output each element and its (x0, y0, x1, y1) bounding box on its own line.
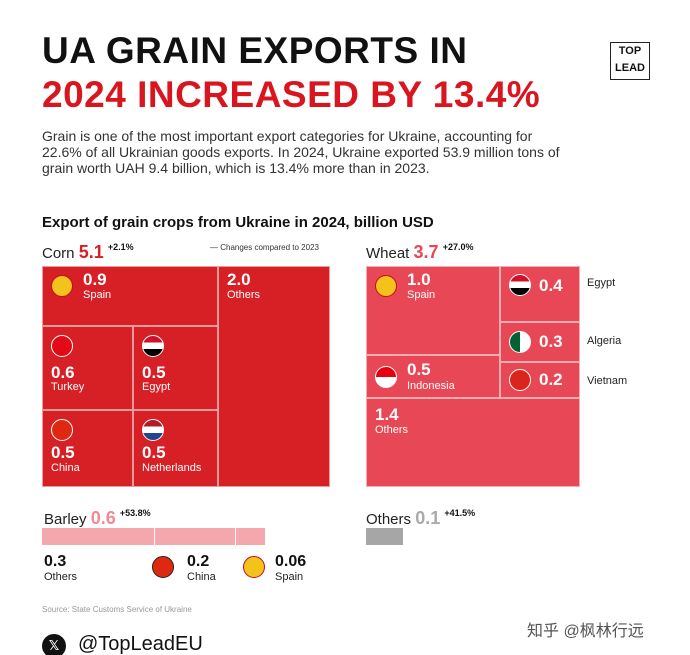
value: 2.0 (227, 270, 251, 289)
cell: 0.2 (500, 362, 580, 398)
country: Indonesia (407, 380, 455, 392)
cell: 0.5 Indonesia (366, 355, 500, 398)
country: Others (375, 424, 409, 436)
flag (51, 275, 73, 297)
barley-label: Barley 0.6 +53.8% (44, 508, 151, 529)
change: +2.1% (107, 242, 134, 252)
bar-segment (155, 528, 236, 545)
value: 1.4 (375, 405, 399, 424)
value: 0.6 (51, 363, 75, 382)
watermark: 知乎 @枫林行远 (527, 623, 644, 640)
total: 0.6 (90, 508, 116, 528)
flag (375, 366, 397, 388)
wheat-label: Wheat 3.7 +27.0% (366, 242, 474, 263)
change: +41.5% (444, 508, 476, 518)
corn-label: Corn 5.1 +2.1% (42, 242, 134, 263)
flag (243, 556, 265, 578)
flag (51, 335, 73, 357)
crop: Others (366, 511, 412, 528)
intro: Grain is one of the most important expor… (42, 128, 560, 176)
total: 5.1 (78, 242, 104, 262)
logo-text: TOP (618, 45, 642, 57)
logo: TOP LEAD (610, 42, 650, 80)
subtitle: Export of grain crops from Ukraine in 20… (42, 214, 434, 231)
source: Source: State Customs Service of Ukraine (42, 605, 192, 614)
handle: @TopLeadEU (78, 633, 203, 655)
total: 3.7 (413, 242, 439, 262)
value: 0.5 (142, 443, 166, 462)
cell: 0.5 Netherlands (133, 410, 218, 487)
value: 0.2 (187, 553, 210, 570)
value: 1.0 (407, 270, 431, 289)
flag (509, 369, 531, 391)
country: Spain (275, 571, 304, 583)
country: Turkey (51, 381, 85, 393)
cell: 1.0 Spain (366, 266, 500, 355)
flag (375, 275, 397, 297)
value: 0.5 (407, 360, 431, 379)
value: 0.4 (539, 276, 563, 295)
country: Netherlands (142, 462, 202, 474)
country: China (187, 571, 216, 583)
value: 0.5 (142, 363, 166, 382)
cell: 0.5 China (42, 410, 133, 487)
country: Others (227, 289, 261, 301)
country: Egypt (142, 381, 171, 393)
bar-segment (236, 528, 265, 545)
x-icon: 𝕏 (42, 634, 66, 655)
cell: 1.4 Others (366, 398, 580, 487)
corn-treemap: 0.9 Spain 2.0 Others 0.6 Turkey 0.5 Egypt 0.… (42, 266, 330, 487)
flag (142, 419, 164, 441)
value: 0.5 (51, 443, 75, 462)
change: +27.0% (442, 242, 474, 252)
wheat-treemap: 1.0 Spain 0.4 0.3 0.5 Indonesia 0.2 1.4 Oth… (366, 266, 580, 487)
country: Spain (407, 289, 436, 301)
country: Others (44, 571, 78, 583)
country: Vietnam (587, 375, 628, 387)
total: 0.1 (415, 508, 441, 528)
cell: 2.0 Others (218, 266, 330, 487)
country: China (51, 462, 80, 474)
flag (51, 419, 73, 441)
change: +53.8% (119, 508, 151, 518)
cell: 0.5 Egypt (133, 326, 218, 410)
cell: 0.3 (500, 322, 580, 362)
value: 0.06 (275, 553, 307, 570)
cell: 0.4 (500, 266, 580, 322)
note: — Changes compared to 2023 (210, 243, 319, 252)
value: 0.3 (44, 553, 67, 570)
title-highlight: 2024 INCREASED BY 13.4% (42, 74, 541, 115)
crop: Barley (44, 511, 87, 528)
title: UA GRAIN EXPORTS IN (42, 30, 468, 71)
cell: 0.9 Spain (42, 266, 218, 326)
flag (509, 331, 531, 353)
country: Algeria (587, 335, 622, 347)
flag (142, 335, 164, 357)
country: Egypt (587, 277, 616, 289)
others-label: Others 0.1 +41.5% (366, 508, 475, 529)
flag (152, 556, 174, 578)
crop: Corn (42, 245, 75, 262)
bar-segment (366, 528, 403, 545)
logo-text: LEAD (615, 62, 645, 74)
note-text: Changes compared to 2023 (220, 243, 319, 252)
bar-segment (42, 528, 155, 545)
value: 0.9 (83, 270, 107, 289)
value: 0.2 (539, 370, 563, 389)
flag (509, 274, 531, 296)
value: 0.3 (539, 332, 563, 351)
crop: Wheat (366, 245, 410, 262)
country: Spain (83, 289, 112, 301)
cell: 0.6 Turkey (42, 326, 133, 410)
